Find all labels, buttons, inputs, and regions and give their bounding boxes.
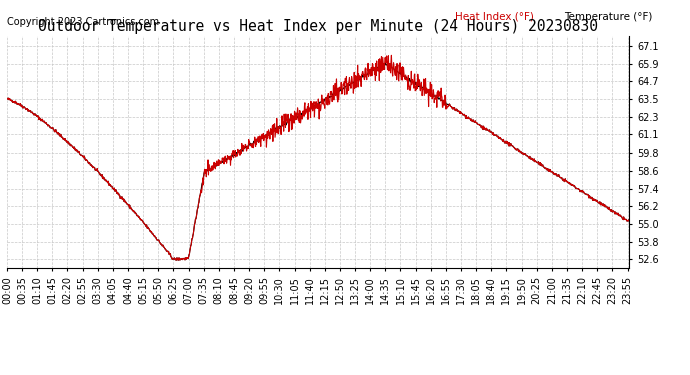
Text: Temperature (°F): Temperature (°F) bbox=[564, 12, 652, 22]
Title: Outdoor Temperature vs Heat Index per Minute (24 Hours) 20230830: Outdoor Temperature vs Heat Index per Mi… bbox=[38, 20, 598, 34]
Text: Copyright 2023 Cartronics.com: Copyright 2023 Cartronics.com bbox=[7, 18, 159, 27]
Text: Heat Index (°F): Heat Index (°F) bbox=[455, 12, 534, 22]
